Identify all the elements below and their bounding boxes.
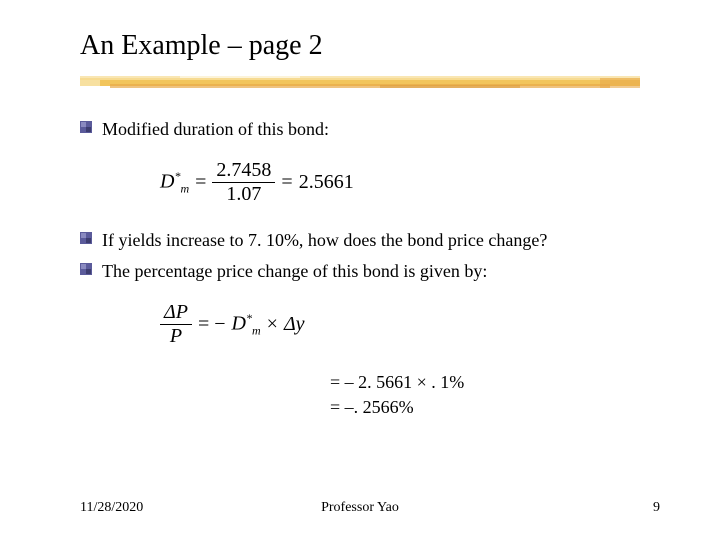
slide-title: An Example – page 2 [80, 30, 660, 62]
frac-num-dp: ΔP [160, 301, 192, 325]
sub-m: m [180, 182, 189, 196]
bullet-text: If yields increase to 7. 10%, how does t… [102, 228, 547, 252]
footer-author: Professor Yao [321, 500, 399, 516]
frac-den-p: P [160, 325, 192, 348]
frac-num: 2.7458 [212, 159, 275, 183]
var-D: D [160, 171, 174, 193]
square-bullet-icon [80, 263, 92, 275]
square-bullet-icon [80, 121, 92, 133]
calc-line-2: = –. 2566% [330, 395, 660, 420]
slide-footer: 11/28/2020 Professor Yao 9 [0, 500, 720, 516]
formula-modified-duration: D*m = 2.7458 1.07 = 2.5661 [160, 159, 660, 206]
delta-y: Δy [284, 313, 305, 336]
formula-result: 2.5661 [299, 171, 354, 194]
var-D2: D [232, 312, 246, 334]
footer-date: 11/28/2020 [80, 500, 143, 516]
formula-price-change: ΔP P = − D*m × Δy [160, 301, 660, 348]
bullet-item-2: If yields increase to 7. 10%, how does t… [80, 228, 660, 252]
bullet-text: The percentage price change of this bond… [102, 259, 487, 283]
bullet-item-3: The percentage price change of this bond… [80, 259, 660, 283]
bullet-item-1: Modified duration of this bond: [80, 117, 660, 141]
frac-den: 1.07 [212, 183, 275, 206]
sub-m2: m [252, 323, 261, 337]
calc-line-1: = – 2. 5661 × . 1% [330, 370, 660, 395]
square-bullet-icon [80, 232, 92, 244]
footer-page-number: 9 [653, 500, 660, 516]
brush-underline [80, 70, 640, 94]
calculation-lines: = – 2. 5661 × . 1% = –. 2566% [330, 370, 660, 420]
bullet-text: Modified duration of this bond: [102, 117, 329, 141]
